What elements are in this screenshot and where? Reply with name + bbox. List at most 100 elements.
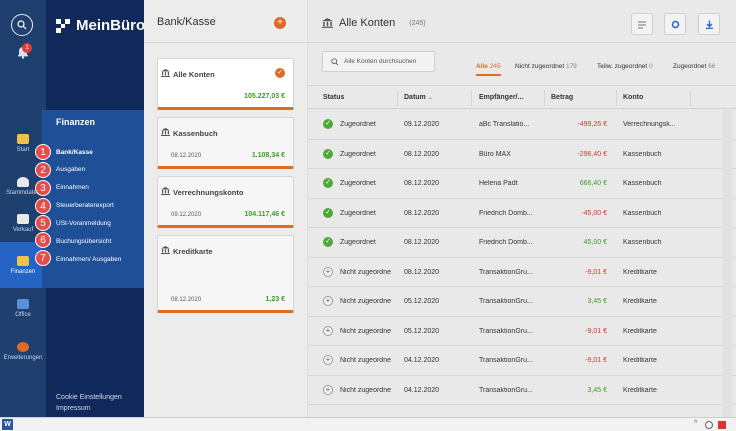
- app-tray-icon[interactable]: [718, 421, 726, 429]
- bank-icon: [322, 18, 333, 28]
- cell-status: Nicht zugeordne: [340, 327, 391, 335]
- flyout-item-einnahmen-ausgaben[interactable]: Einnahmen/ Ausgaben: [56, 256, 122, 263]
- cell-date: 08.12.2020: [404, 239, 440, 246]
- rail-item-verkauf[interactable]: Verkauf: [0, 200, 46, 246]
- download-button[interactable]: [698, 13, 720, 35]
- logo-icon: [56, 18, 70, 33]
- table-row[interactable]: ✓ Zugeordnet 09.12.2020 aBc Translatio... -4…: [308, 110, 736, 140]
- sync-icon[interactable]: [705, 421, 713, 429]
- cell-account: Kassenbuch: [623, 209, 662, 217]
- account-amount: 1,23 €: [265, 296, 285, 303]
- rail-item-label: Verkauf: [12, 226, 34, 233]
- table-row[interactable]: ✓ Zugeordnet 08.12.2020 Friedrich Domb... -4…: [308, 199, 736, 228]
- gear-icon: [671, 20, 679, 28]
- cell-status: Zugeordnet: [340, 239, 376, 246]
- cell-status: Zugeordnet: [340, 121, 376, 128]
- filter-settings-button[interactable]: [631, 13, 653, 35]
- cell-recipient: Helena Padt: [479, 180, 518, 187]
- check-circle-icon: ✓: [323, 119, 333, 129]
- account-amount: 104.117,46 €: [244, 211, 286, 218]
- table-row[interactable]: + Nicht zugeordne 05.12.2020 TransaktionGru…: [308, 317, 736, 346]
- table-row[interactable]: ✓ Zugeordnet 08.12.2020 Friedrich Domb... 45…: [308, 228, 736, 258]
- finanzen-flyout-menu: Finanzen Bank/Kasse Ausgaben Einnahmen S…: [42, 110, 148, 288]
- brand-logo: MeinBüro: [56, 17, 145, 34]
- cell-amount: 3,45 €: [587, 386, 607, 394]
- account-amount: 105.227,03 €: [244, 93, 285, 100]
- cell-recipient: TransaktionGru...: [479, 386, 533, 394]
- flyout-item-buchungsuebersicht[interactable]: Buchungsübersicht: [56, 238, 112, 245]
- filter-label: Alle: [476, 63, 488, 70]
- flyout-item-steuerberaterexport[interactable]: Steuerberaterexport: [56, 202, 114, 209]
- rail-item-stammdaten[interactable]: Stammdaten: [0, 163, 46, 209]
- cell-date: 04.12.2020: [404, 357, 440, 364]
- account-card-kreditkarte[interactable]: Kreditkarte 08.12.2020 1,23 €: [157, 235, 294, 313]
- flyout-item-bank-kasse[interactable]: Bank/Kasse: [56, 149, 93, 156]
- account-name: Verrechnungskonto: [173, 188, 244, 197]
- flyout-item-einnahmen[interactable]: Einnahmen: [56, 184, 89, 191]
- bank-icon: [161, 69, 170, 77]
- cell-recipient: Friedrich Domb...: [479, 239, 533, 246]
- filter-tab-zugeordnet[interactable]: Zugeordnet 66: [673, 63, 715, 70]
- table-row[interactable]: ✓ Zugeordnet 08.12.2020 Helena Padt 666,40 €…: [308, 169, 736, 199]
- check-circle-icon: ✓: [323, 148, 333, 159]
- rail-item-start[interactable]: Start: [0, 120, 46, 166]
- step-badge: 3: [35, 180, 51, 196]
- cell-status: Zugeordnet: [340, 180, 376, 187]
- account-amount: 1.108,34 €: [251, 152, 285, 159]
- settings-button[interactable]: [664, 13, 686, 35]
- cell-recipient: aBc Translatio...: [479, 121, 530, 128]
- account-name: Alle Konten: [173, 70, 215, 79]
- accounts-column: Bank/Kasse Alle Konten ✓ 105.227,03 € Ka…: [144, 0, 308, 417]
- column-konto[interactable]: Konto: [623, 94, 644, 101]
- table-row[interactable]: + Nicht zugeordne 04.12.2020 TransaktionGru…: [308, 376, 736, 405]
- chevron-up-icon[interactable]: ^: [694, 420, 698, 427]
- word-icon[interactable]: W: [2, 419, 13, 430]
- table-row[interactable]: ✓ Zugeordnet 08.12.2020 Büro MAX -296,40 € Ka…: [308, 140, 736, 169]
- flyout-item-ust-voranmeldung[interactable]: USt-Voranmeldung: [56, 220, 111, 227]
- notification-badge: 1: [22, 43, 32, 53]
- impressum-link[interactable]: Impressum: [56, 405, 91, 412]
- rail-item-label: Finanzen: [10, 268, 36, 275]
- column-datum[interactable]: Datum ⌄: [404, 94, 433, 101]
- bank-icon: [161, 246, 170, 254]
- flyout-item-ausgaben[interactable]: Ausgaben: [56, 166, 86, 173]
- account-date: 08.12.2020: [171, 153, 202, 159]
- filter-tab-alle[interactable]: Alle 245: [476, 63, 501, 76]
- step-badge: 5: [35, 215, 51, 231]
- checkmark-icon: ✓: [275, 68, 285, 78]
- search-input[interactable]: Alle Konten durchsuchen: [322, 51, 435, 72]
- account-card-verrechnungskonto[interactable]: Verrechnungskonto 09.12.2020 104.117,46 …: [157, 176, 294, 228]
- cell-account: Kassenbuch: [623, 180, 662, 187]
- cell-amount: -296,40 €: [577, 150, 607, 158]
- rail-item-erweiterungen[interactable]: Erweiterungen: [0, 328, 46, 374]
- table-row[interactable]: + Nicht zugeordne 08.12.2020 TransaktionGru…: [308, 258, 736, 287]
- filter-label: Teilw. zugeordnet: [597, 63, 648, 70]
- rail-item-label: Office: [15, 311, 31, 318]
- cell-amount: -45,00 €: [581, 209, 607, 217]
- cell-status: Nicht zugeordne: [340, 357, 391, 364]
- search-icon[interactable]: [11, 14, 33, 36]
- add-account-button[interactable]: +: [274, 17, 286, 29]
- column-empfaenger[interactable]: Empfänger/...: [479, 94, 524, 101]
- column-betrag[interactable]: Betrag: [551, 94, 574, 101]
- filter-count: 179: [565, 63, 577, 70]
- filter-count: 0: [649, 63, 653, 70]
- cell-account: Verrechnungsk...: [623, 121, 676, 128]
- cookie-settings-link[interactable]: Cookie Einstellungen: [56, 394, 122, 401]
- column-status[interactable]: Status: [323, 94, 345, 101]
- sliders-icon: [638, 21, 646, 28]
- rail-item-office[interactable]: Office: [0, 285, 46, 331]
- filter-tab-teilw-zugeordnet[interactable]: Teilw. zugeordnet 0: [597, 63, 653, 70]
- account-card-alle-konten[interactable]: Alle Konten ✓ 105.227,03 €: [157, 58, 294, 110]
- table-row[interactable]: + Nicht zugeordne 05.12.2020 TransaktionGru…: [308, 287, 736, 317]
- plus-circle-icon: +: [323, 384, 333, 395]
- cell-date: 08.12.2020: [404, 150, 440, 158]
- table-row[interactable]: + Nicht zugeordne 04.12.2020 TransaktionGru…: [308, 346, 736, 376]
- account-card-kassenbuch[interactable]: Kassenbuch 08.12.2020 1.108,34 €: [157, 117, 294, 169]
- filter-tab-nicht-zugeordnet[interactable]: Nicht zugeordnet 179: [515, 63, 577, 70]
- cell-account: Kreditkarte: [623, 268, 657, 276]
- cell-recipient: TransaktionGru...: [479, 327, 533, 335]
- cell-account: Kassenbuch: [623, 150, 662, 158]
- scrollbar[interactable]: [722, 110, 732, 417]
